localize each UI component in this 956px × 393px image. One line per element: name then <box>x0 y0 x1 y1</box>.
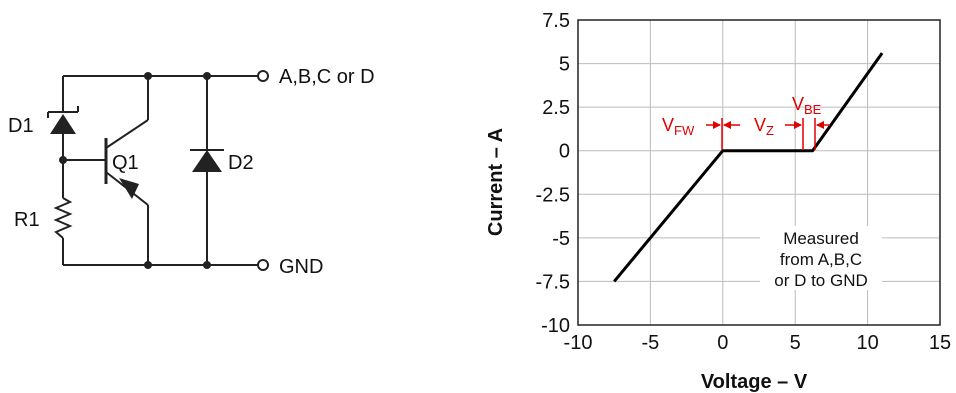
resistor-r1 <box>53 197 73 239</box>
x-tick-label: -10 <box>564 332 593 354</box>
junction-dot <box>144 261 152 269</box>
y-tick-label: -2.5 <box>536 184 570 206</box>
x-tick-label: 10 <box>856 332 878 354</box>
chart-note: Measured from A,B,C or D to GND <box>760 226 882 290</box>
y-tick-label: 7.5 <box>542 10 570 32</box>
chart-series <box>613 52 884 283</box>
chart-grid <box>578 20 940 325</box>
y-tick-label: 2.5 <box>542 97 570 119</box>
y-tick-label: -5 <box>552 228 570 250</box>
x-tick-label: -5 <box>642 332 660 354</box>
vfw-arrowhead <box>713 121 721 129</box>
series-line-iv-curve <box>613 52 884 283</box>
vz-arrowhead-left <box>723 121 731 129</box>
vz-label: VZ <box>754 115 774 138</box>
y-tick-label: -10 <box>541 315 570 337</box>
junction-dot <box>203 261 211 269</box>
iv-chart: Measured from A,B,C or D to GND -10 -5 0 5 1… <box>485 10 951 393</box>
label-q1: Q1 <box>112 152 139 174</box>
diode-d2 <box>190 149 224 172</box>
y-tick-label: 5 <box>559 54 570 76</box>
chart-ticks: -10 -5 0 5 10 15 -10 -7.5 -5 -2.5 0 2.5 5 7.5 <box>536 10 952 354</box>
vbe-label: VBE <box>792 94 822 117</box>
vfw-label: VFW <box>662 115 695 138</box>
circuit-schematic: D1 Q1 D2 R1 A,B,C or D GND <box>8 66 375 278</box>
x-tick-label: 5 <box>790 332 801 354</box>
gnd-terminal <box>257 259 269 271</box>
vz-arrowhead-right <box>794 121 802 129</box>
note-line-2: from A,B,C <box>780 250 862 269</box>
label-output-pin: A,B,C or D <box>279 66 375 88</box>
x-tick-label: 0 <box>717 332 728 354</box>
voltage-annotations: VFW VZ VBE <box>662 94 830 150</box>
x-tick-label: 15 <box>929 332 951 354</box>
zener-diode-d1 <box>47 106 79 134</box>
label-r1: R1 <box>14 209 40 231</box>
junction-dot <box>144 72 152 80</box>
junction-dot <box>203 72 211 80</box>
y-axis-title: Current – A <box>485 128 507 236</box>
note-line-1: Measured <box>783 229 859 248</box>
label-d1: D1 <box>8 115 34 137</box>
junction-dot <box>59 156 67 164</box>
transistor-q1 <box>104 119 149 206</box>
output-terminal <box>257 70 269 82</box>
note-background <box>760 226 882 290</box>
label-d2: D2 <box>228 152 254 174</box>
label-gnd-pin: GND <box>279 256 323 278</box>
y-tick-label: -7.5 <box>536 271 570 293</box>
vbe-arrowhead <box>816 121 824 129</box>
note-line-3: or D to GND <box>774 271 868 290</box>
plot-frame <box>577 19 941 326</box>
y-tick-label: 0 <box>559 141 570 163</box>
x-axis-title: Voltage – V <box>701 371 808 393</box>
